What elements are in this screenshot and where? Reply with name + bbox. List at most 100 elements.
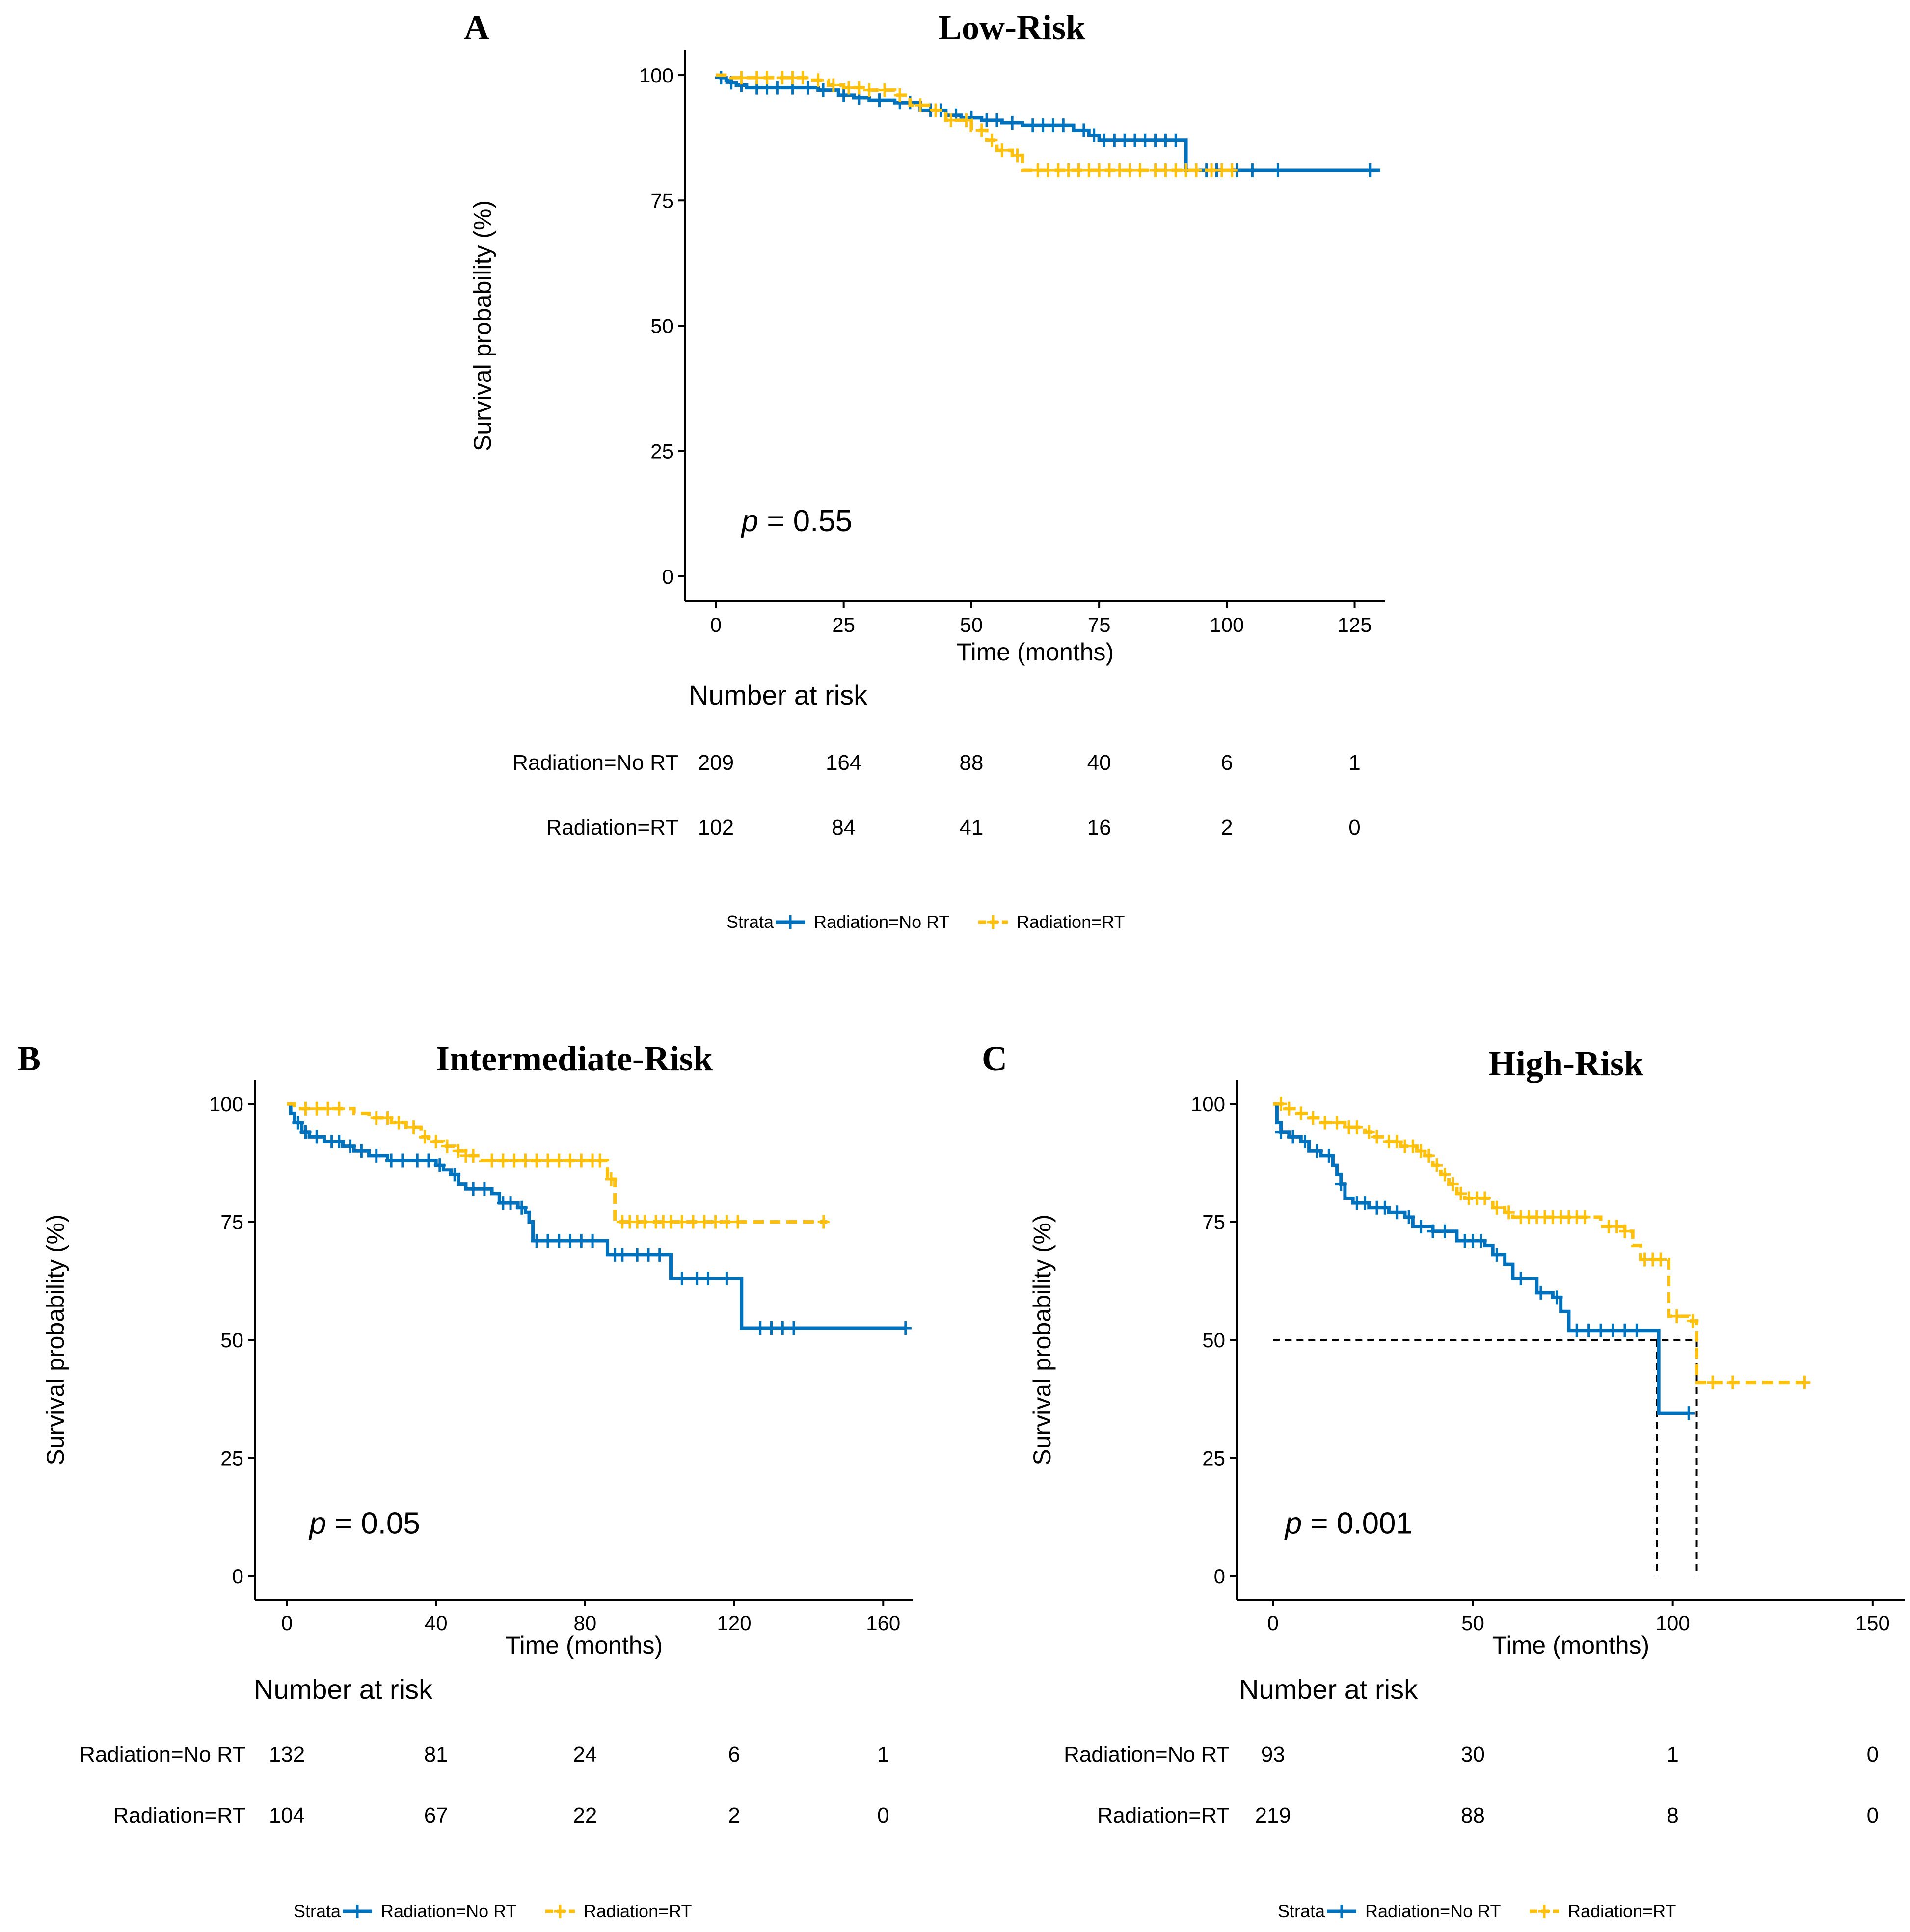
censor-mark [863,83,875,97]
censor-mark [996,143,1008,158]
censor-mark [411,1153,424,1168]
risk-table-title: Number at risk [1239,1674,1418,1705]
censor-mark [765,1321,778,1335]
censor-mark [899,1321,912,1335]
censor-mark [1037,118,1049,133]
censor-mark [564,1153,576,1168]
censor-mark [1335,1177,1347,1191]
censor-mark [1618,1224,1631,1238]
y-tick-label: 100 [209,1092,243,1116]
censor-mark [687,1215,699,1229]
censor-mark [653,1248,666,1262]
risk-table-value: 1 [1667,1742,1678,1767]
censor-mark [1062,163,1075,178]
risk-table-row-label: Radiation=RT [113,1803,245,1827]
censor-mark [1149,133,1161,147]
risk-table-value: 219 [1255,1803,1291,1827]
censor-mark [467,1148,480,1163]
censor-mark [564,1234,576,1248]
censor-mark [430,1135,442,1149]
censor-mark [1170,163,1182,178]
censor-mark [1077,123,1090,137]
censor-mark [449,1168,461,1182]
risk-table-value: 164 [826,751,861,775]
risk-table-value: 6 [1221,751,1233,775]
x-tick-label: 100 [1656,1611,1690,1634]
risk-table-value: 22 [573,1803,597,1827]
legend-item-label: Radiation=RT [584,1901,692,1921]
x-axis-label: Time (months) [506,1632,663,1659]
censor-mark [407,1120,420,1135]
censor-mark [299,1125,312,1139]
censor-mark [370,1111,382,1125]
y-axis-label: Survival probability (%) [469,200,496,451]
censor-mark [396,1153,408,1168]
censor-mark [676,1271,688,1285]
y-tick-label: 0 [232,1565,243,1588]
x-tick-label: 50 [1461,1611,1484,1634]
censor-mark [311,1130,323,1144]
censor-mark [1170,133,1182,147]
censor-mark [1415,1220,1427,1234]
legend-item-label: Radiation=No RT [814,912,950,932]
risk-table-value: 104 [269,1803,305,1827]
censor-mark [1159,133,1172,147]
p-value: = 0.55 [758,504,852,538]
risk-table-value: 132 [269,1742,305,1767]
censor-mark [1323,1148,1335,1163]
legend-title: Strata [726,912,774,932]
censor-mark [837,88,850,102]
x-axis-label: Time (months) [1492,1632,1649,1659]
censor-mark [594,1153,606,1168]
risk-table-title: Number at risk [254,1674,433,1705]
censor-mark [311,1101,323,1116]
y-tick-label: 50 [650,315,673,338]
censor-mark [1042,163,1054,178]
censor-mark [381,1111,394,1125]
panel-a: A Low-Risk 0 25 50 75 100 0 25 50 75 100 125 Survival… [464,8,1385,932]
censor-mark [385,1153,398,1168]
y-tick-label: 0 [662,565,673,588]
censor-mark [1295,1106,1307,1120]
censor-mark [676,1215,688,1229]
censor-mark [575,1234,588,1248]
censor-mark [1415,1144,1427,1158]
chart-title: Intermediate-Risk [436,1039,713,1078]
censor-mark [370,1148,382,1163]
risk-table-value: 1 [1348,751,1360,775]
censor-mark [827,78,839,92]
p-value: = 0.001 [1302,1506,1413,1540]
censor-mark [1351,1120,1363,1135]
censor-mark [873,93,886,108]
p-value-text: p = 0.05 [308,1506,420,1540]
censor-mark [1006,116,1019,130]
censor-mark [553,1153,565,1168]
y-tick-label: 25 [650,440,673,463]
censor-mark [1631,1323,1643,1337]
censor-mark [355,1144,368,1158]
censor-mark [1595,1323,1607,1337]
risk-table-value: 8 [1667,1803,1678,1827]
risk-table-value: 24 [573,1742,597,1767]
risk-table-title: Number at risk [689,680,868,710]
censor-mark [553,1234,565,1248]
risk-table-value: 30 [1461,1742,1485,1767]
p-symbol: p [308,1506,326,1540]
censor-mark [1052,163,1064,178]
censor-mark [1275,1097,1287,1111]
x-tick-label: 150 [1856,1611,1890,1634]
censor-mark [1403,1210,1415,1224]
censor-mark [1359,1196,1371,1210]
censor-mark [1363,1125,1375,1139]
censor-mark [1299,1135,1311,1149]
risk-table-value: 81 [424,1742,448,1767]
censor-mark [960,113,972,127]
censor-mark [1129,133,1141,147]
legend-item-label: Radiation=No RT [1365,1901,1501,1921]
censor-mark [1618,1323,1631,1337]
censor-mark [715,71,727,85]
risk-table-row-label: Radiation=No RT [80,1742,245,1767]
censor-mark [709,1215,722,1229]
risk-table-value: 41 [959,816,983,840]
